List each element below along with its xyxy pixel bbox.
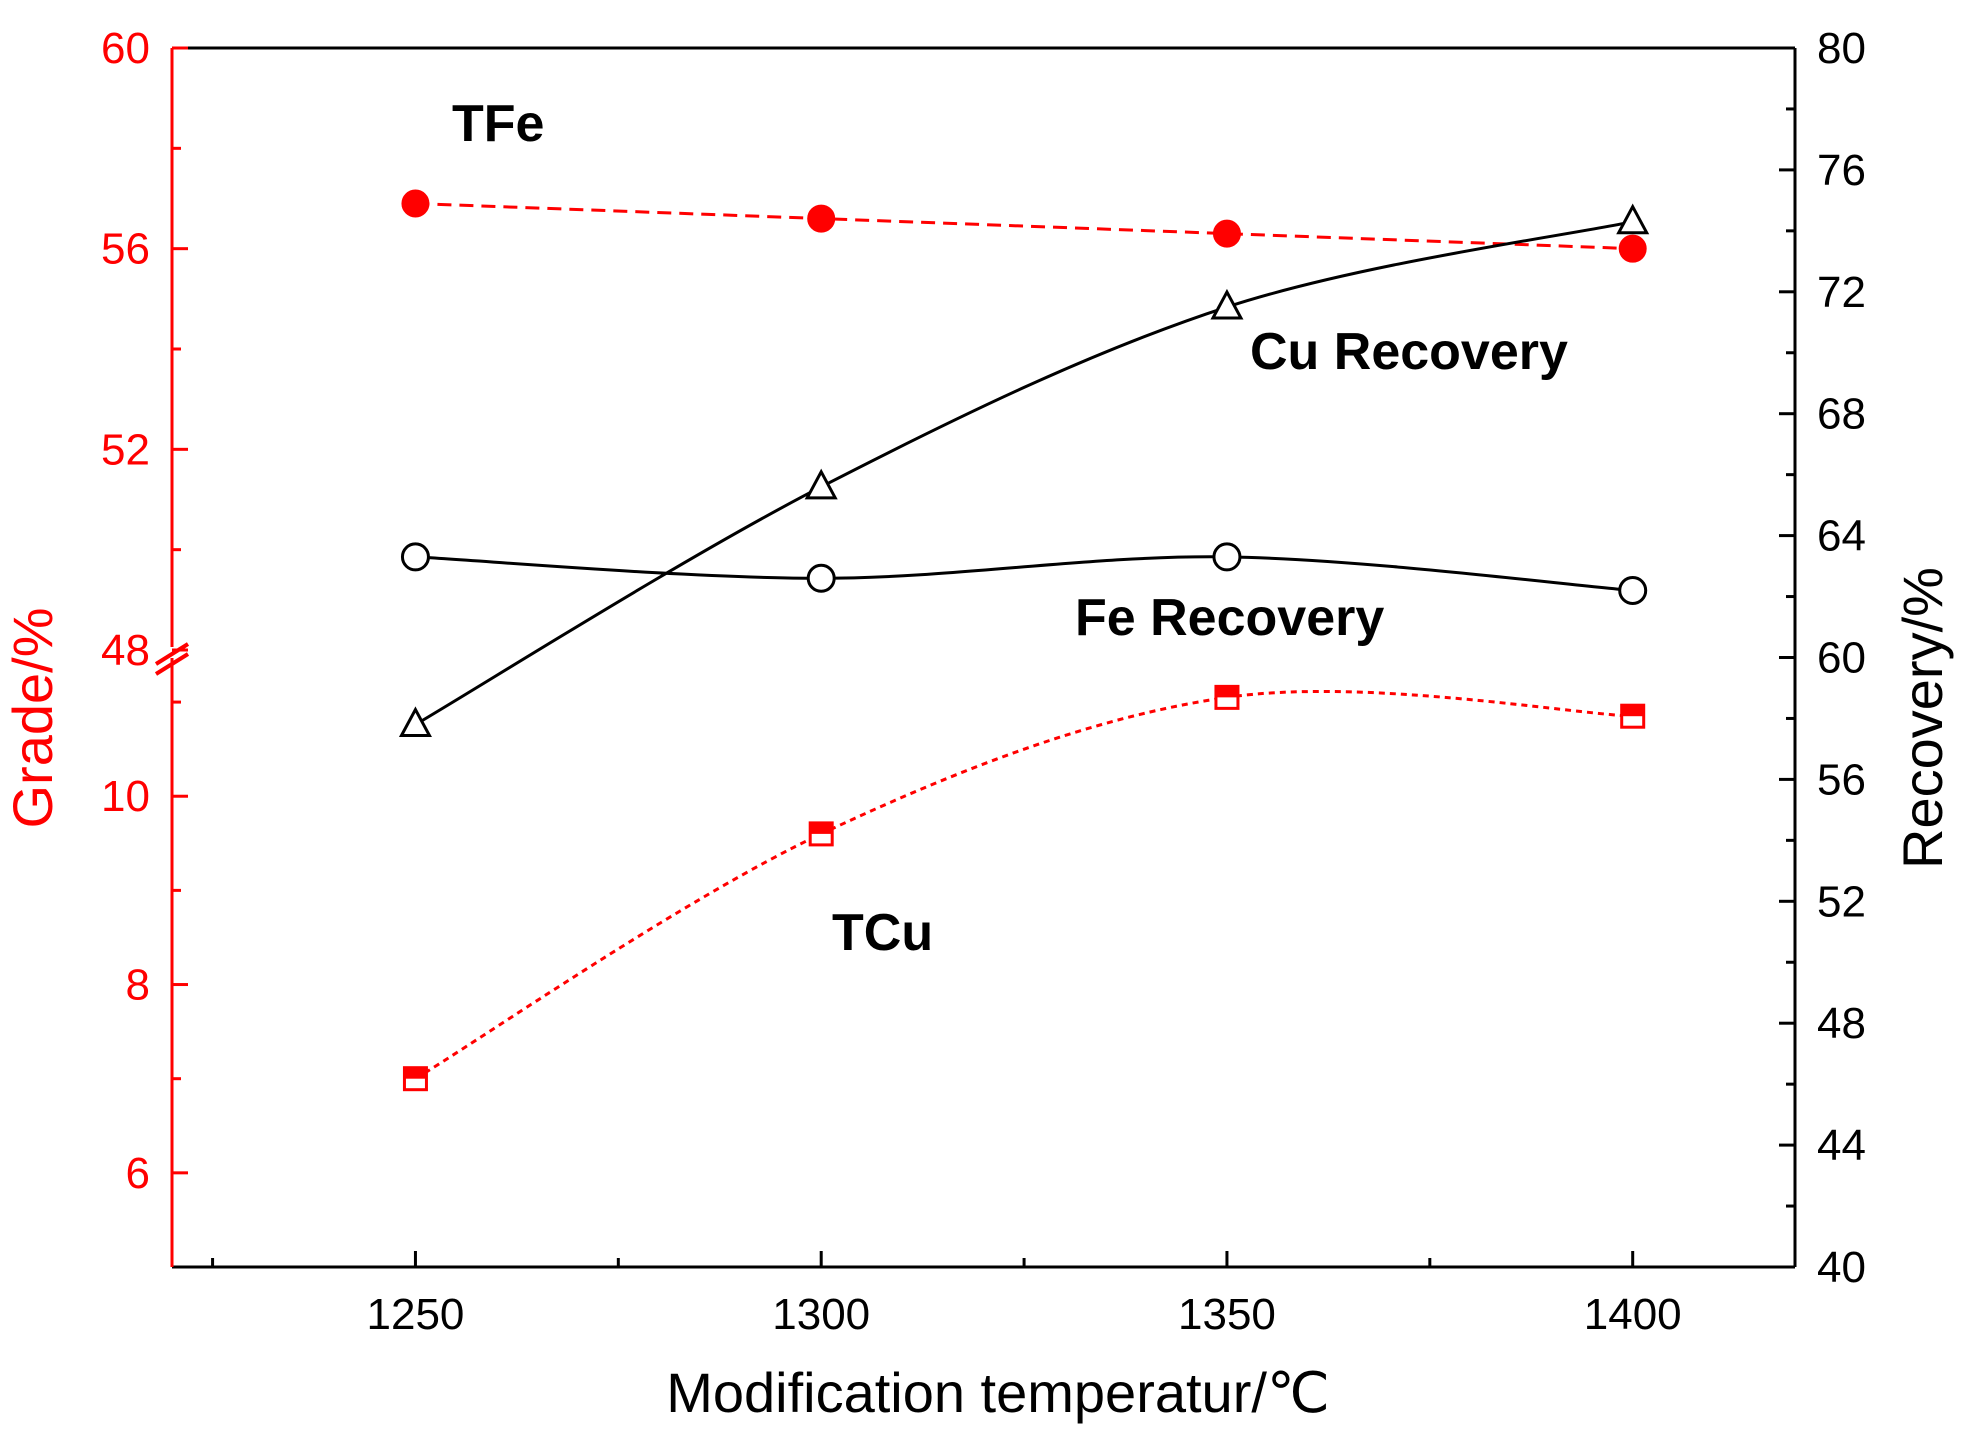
series-fe-recovery	[400, 542, 1648, 605]
axis-break-mark	[154, 642, 190, 666]
series-tcu	[402, 684, 1646, 1092]
annotation-tcu: TCu	[832, 904, 933, 962]
data-point-fe-recovery	[400, 542, 430, 572]
left-tick-label: 48	[101, 626, 150, 675]
axes-layer: 1250 1300 1350 1400485256606810404448525660…	[101, 24, 1866, 1339]
axis-break-mark	[154, 652, 190, 676]
right-tick-label: 60	[1817, 634, 1866, 683]
data-point-cu-recovery	[398, 706, 432, 738]
marker-fill	[1621, 705, 1644, 717]
data-point-fe-recovery	[1618, 575, 1648, 605]
x-tick-label: 1250	[367, 1290, 465, 1339]
x-axis-title: Modification temperatur/℃	[666, 1361, 1330, 1424]
right-axis-title: Recovery/%	[1891, 567, 1954, 869]
labels-layer: Modification temperatur/℃ Grade/% Recove…	[1, 95, 1954, 1424]
data-point-tfe	[1212, 219, 1241, 248]
left-tick-label: 6	[126, 1149, 150, 1198]
data-point-tcu	[808, 821, 834, 847]
series-line-tcu	[414, 690, 1633, 1080]
right-tick-label: 80	[1817, 24, 1866, 73]
right-tick-label: 44	[1817, 1121, 1866, 1170]
data-point-tcu	[402, 1066, 428, 1092]
right-tick-label: 72	[1817, 268, 1866, 317]
data-point-tfe	[807, 204, 836, 233]
data-point-tfe	[401, 189, 430, 218]
x-tick-label: 1400	[1584, 1290, 1682, 1339]
right-tick-label: 76	[1817, 146, 1866, 195]
right-tick-label: 64	[1817, 512, 1866, 561]
marker-fill	[810, 822, 833, 834]
series-layer	[398, 189, 1650, 1092]
series-tfe	[401, 189, 1647, 263]
annotation-cu-recovery: Cu Recovery	[1250, 323, 1568, 381]
right-tick-label: 48	[1817, 999, 1866, 1048]
left-axis-title: Grade/%	[1, 608, 64, 829]
x-tick-label: 1300	[772, 1290, 870, 1339]
right-tick-label: 56	[1817, 755, 1866, 804]
data-point-tcu	[1214, 684, 1240, 710]
annotation-tfe: TFe	[452, 95, 544, 153]
series-line-tfe	[415, 202, 1633, 251]
left-tick-label: 8	[126, 961, 150, 1010]
data-point-cu-recovery	[1616, 203, 1650, 235]
data-point-fe-recovery	[806, 563, 836, 593]
left-tick-label: 56	[101, 225, 150, 274]
right-tick-label: 40	[1817, 1243, 1866, 1292]
left-tick-label: 60	[101, 24, 150, 73]
annotation-fe-recovery: Fe Recovery	[1075, 589, 1384, 647]
x-tick-label: 1350	[1178, 1290, 1276, 1339]
data-point-tfe	[1618, 234, 1647, 263]
data-point-cu-recovery	[804, 468, 838, 500]
left-tick-label: 10	[101, 772, 150, 821]
series-line-cu-recovery	[414, 220, 1634, 726]
right-tick-label: 68	[1817, 390, 1866, 439]
marker-fill	[1215, 686, 1238, 698]
series-line-fe-recovery	[415, 555, 1633, 592]
data-point-cu-recovery	[1210, 288, 1244, 320]
marker-fill	[404, 1067, 427, 1079]
data-point-tcu	[1620, 703, 1646, 729]
right-tick-label: 52	[1817, 877, 1866, 926]
series-cu-recovery	[398, 203, 1650, 738]
left-tick-label: 52	[101, 425, 150, 474]
data-point-fe-recovery	[1212, 542, 1242, 572]
